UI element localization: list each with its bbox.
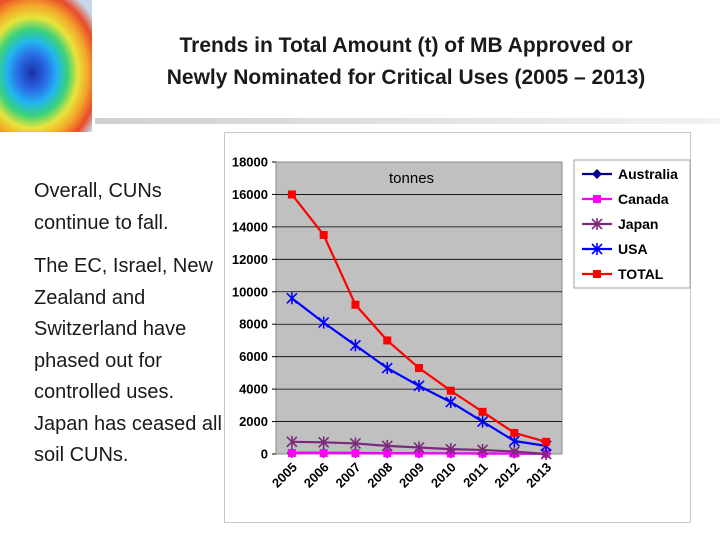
y-tick-label: 14000 <box>232 219 268 234</box>
data-point <box>591 218 603 230</box>
title-line-2: Newly Nominated for Critical Uses (2005 … <box>166 66 646 89</box>
note-phase-out: The EC, Israel, New Zealand and Switzerl… <box>34 255 222 466</box>
data-point <box>542 437 551 446</box>
series-group <box>286 190 552 460</box>
data-point <box>381 439 393 452</box>
y-tick-label: 0 <box>261 447 268 462</box>
data-point <box>351 300 360 309</box>
data-point <box>319 449 328 458</box>
gridlines <box>276 194 562 422</box>
legend-item-usa: USA <box>582 241 648 257</box>
data-point <box>349 437 362 450</box>
legend-item-canada: Canada <box>582 191 669 207</box>
legend-label: USA <box>618 241 648 257</box>
data-point <box>286 292 298 305</box>
slide-title: Trends in Total Amount (t) of MB Approve… <box>92 30 720 94</box>
data-point <box>478 407 487 416</box>
legend-item-australia: Australia <box>582 166 678 182</box>
data-point <box>318 436 330 449</box>
note-overall: Overall, CUNs continue to fall. <box>34 180 169 234</box>
y-tick-label: 18000 <box>232 155 268 170</box>
data-point <box>287 190 296 199</box>
data-point <box>351 449 360 458</box>
data-point <box>508 445 520 458</box>
data-point <box>445 443 457 456</box>
data-point <box>592 169 602 179</box>
legend-label: TOTAL <box>618 266 664 282</box>
data-point <box>510 428 519 437</box>
data-point <box>383 449 392 458</box>
y-tick-label: 8000 <box>239 317 268 332</box>
y-tick-label: 10000 <box>232 284 268 299</box>
data-point <box>413 441 425 454</box>
title-divider <box>95 118 720 124</box>
legend-label: Australia <box>618 166 678 182</box>
data-point <box>349 339 362 352</box>
data-point <box>381 362 393 375</box>
data-point <box>318 316 330 329</box>
data-point <box>593 195 601 203</box>
title-line-1: Trends in Total Amount (t) of MB Approve… <box>179 34 633 57</box>
legend-label: Canada <box>618 191 669 207</box>
notes-text: Overall, CUNs continue to fall. The EC, … <box>30 176 230 472</box>
data-point <box>286 435 298 448</box>
y-axis: 0 2000 4000 6000 8000 10000 12000 14000 16000 180… <box>232 155 276 462</box>
legend-label: Japan <box>618 216 658 232</box>
data-point <box>476 443 489 456</box>
mb-trend-chart: 0 2000 4000 6000 8000 10000 12000 14000 16000 180… <box>224 132 691 523</box>
y-tick-label: 16000 <box>232 187 268 202</box>
series-japan <box>286 435 552 460</box>
y-tick-label: 12000 <box>232 252 268 267</box>
data-point <box>413 379 425 392</box>
plot-area <box>275 161 563 455</box>
data-point <box>508 435 520 448</box>
data-point <box>319 231 328 239</box>
y-tick-label: 6000 <box>239 349 268 364</box>
legend: Australia Canada Japan USA TOTAL <box>582 166 678 282</box>
data-point <box>287 449 296 458</box>
y-tick-label: 4000 <box>239 382 268 397</box>
data-point <box>476 415 489 428</box>
legend-item-total: TOTAL <box>582 266 664 282</box>
data-point <box>593 270 601 278</box>
data-point <box>383 336 392 345</box>
series-usa <box>286 292 552 452</box>
data-point <box>446 386 455 395</box>
data-point <box>445 396 457 409</box>
y-tick-label: 2000 <box>239 414 268 429</box>
series-total <box>287 190 551 446</box>
data-point <box>591 243 603 255</box>
data-point <box>415 364 423 373</box>
units-annotation: tonnes <box>389 170 434 187</box>
legend-item-japan: Japan <box>582 216 658 232</box>
ozone-map-image <box>0 0 92 132</box>
